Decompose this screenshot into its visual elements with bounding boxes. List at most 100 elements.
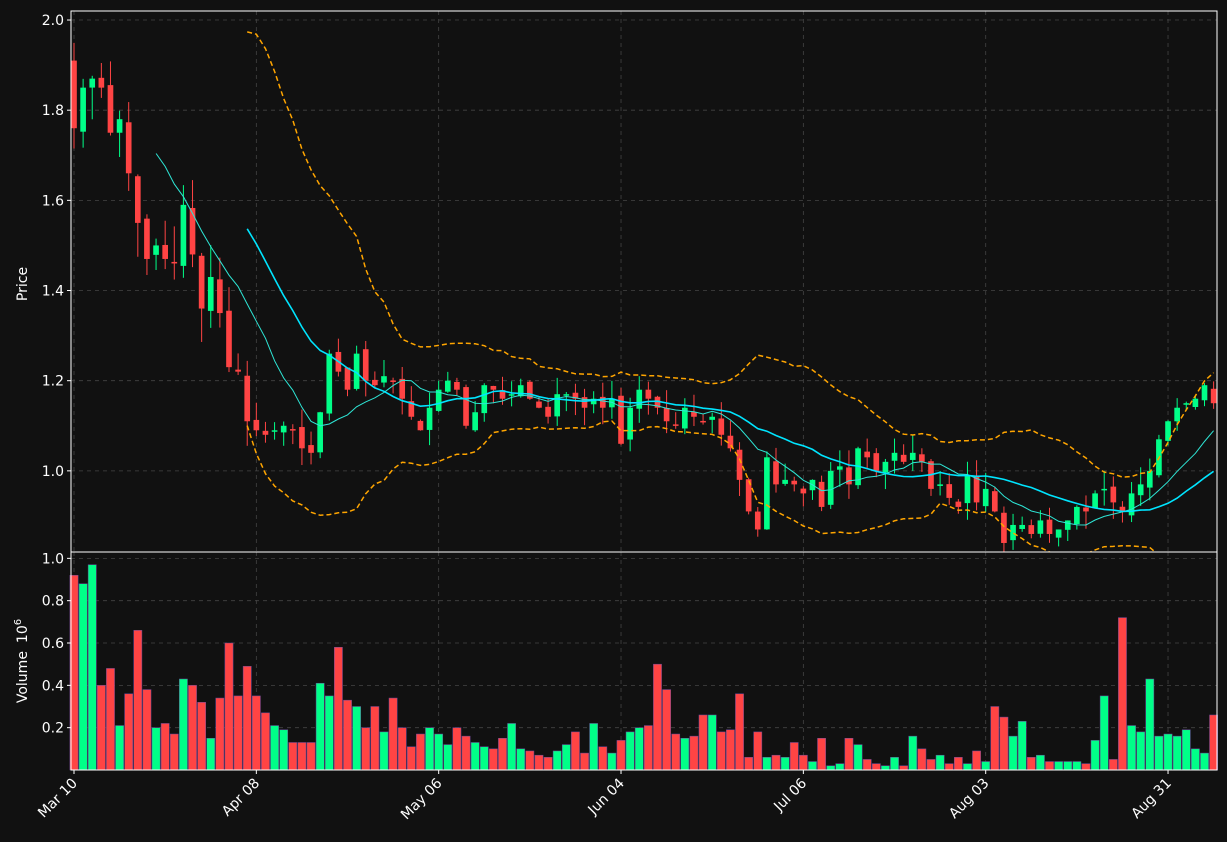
volume-bar [251, 695, 261, 771]
candle-body [125, 122, 132, 174]
candle-body [481, 385, 488, 414]
volume-bar [644, 725, 653, 771]
volume-bar [817, 738, 826, 771]
volume-axis-label: Volume 106 [13, 619, 31, 703]
candle-body [727, 435, 734, 449]
candle-body [217, 279, 223, 314]
volume-bar [1200, 752, 1209, 771]
candle-body [1192, 398, 1199, 407]
candle-body [1201, 385, 1208, 401]
candle-body [1110, 486, 1117, 503]
volume-y-ticks: 0.2 0.4 0.6 0.8 1.0 [42, 551, 71, 737]
volume-bar [470, 742, 480, 771]
volume-bar [853, 744, 863, 771]
candle-body [609, 398, 615, 408]
volume-bar [1063, 761, 1073, 771]
volume-bar [598, 746, 608, 771]
candle-body [353, 353, 360, 389]
candle-body [891, 452, 898, 461]
volume-bar [324, 695, 334, 771]
volume-bar [926, 759, 936, 771]
volume-bar [726, 729, 735, 771]
candle-body [590, 398, 597, 405]
price-axis-label: Price [15, 267, 31, 301]
candle-body [180, 204, 187, 266]
candle-body [691, 412, 697, 417]
candle-body [280, 425, 287, 433]
volume-bar [206, 738, 216, 771]
volume-bar [981, 761, 991, 771]
volume-bar [534, 754, 544, 771]
volume-bar [917, 748, 927, 771]
volume-bar [607, 752, 617, 771]
candle-body [919, 454, 925, 462]
volume-tick-label: 1.0 [42, 551, 64, 567]
candle-body [581, 397, 588, 408]
candle-body [654, 396, 661, 408]
candle-body [1019, 524, 1025, 529]
price-y-ticks: 1.0 1.2 1.4 1.6 1.8 2.0 [42, 13, 71, 480]
candle-body [672, 424, 679, 426]
volume-bar [944, 763, 954, 771]
volume-bar [589, 723, 599, 771]
volume-bar [689, 735, 699, 771]
candle-body [372, 379, 378, 386]
candle-body [107, 85, 114, 133]
candle-body [399, 378, 406, 399]
price-tick-label: 1.6 [42, 193, 64, 209]
candle-body [517, 385, 524, 397]
candle-body [472, 412, 478, 431]
candle-body [882, 461, 889, 473]
volume-axis-label-main: Volume [15, 651, 31, 703]
candle-body [317, 412, 323, 453]
volume-bar [361, 727, 371, 771]
candle-body [362, 349, 369, 381]
candle-body [226, 310, 232, 368]
candle-body [381, 376, 387, 383]
volume-bar [160, 723, 170, 771]
candle-body [873, 453, 880, 471]
volume-bars [69, 564, 1218, 771]
volume-tick-label: 0.2 [42, 721, 64, 737]
candle-body [89, 78, 96, 88]
volume-bar [625, 731, 635, 771]
candle-body [900, 454, 907, 462]
volume-bar [616, 740, 626, 771]
candle-body [1210, 388, 1217, 404]
price-tick-label: 2.0 [42, 13, 64, 29]
candle-body [1183, 403, 1190, 405]
candle-body [709, 416, 716, 420]
candle-body [144, 218, 150, 259]
candle-body [253, 419, 260, 431]
candle-body [946, 484, 953, 498]
price-tick-label: 1.2 [42, 374, 64, 390]
candle-body [536, 401, 542, 408]
candle-body [563, 394, 570, 396]
candle-body [171, 261, 178, 264]
volume-bar [1026, 757, 1036, 771]
candle-body [554, 394, 561, 417]
volume-axis-label-exp: 10 [15, 625, 31, 643]
candle-body [116, 119, 123, 133]
volume-bar [142, 689, 152, 771]
volume-bar [242, 666, 252, 771]
candle-body [1010, 524, 1016, 541]
volume-bar [197, 702, 206, 771]
volume-bar [762, 757, 772, 771]
candle-body [308, 445, 314, 453]
candle-body [162, 244, 168, 259]
volume-bar [1099, 695, 1109, 771]
volume-bar [698, 714, 708, 771]
candle-body [499, 390, 506, 399]
volume-bar [1072, 761, 1082, 771]
volume-bar [416, 733, 425, 771]
volume-bar [1181, 729, 1191, 771]
candle-body [909, 452, 916, 460]
volume-bar [561, 744, 571, 771]
candle-body [627, 407, 633, 440]
volume-bar [1081, 763, 1091, 771]
volume-bar [525, 750, 535, 771]
volume-bar [334, 646, 343, 771]
